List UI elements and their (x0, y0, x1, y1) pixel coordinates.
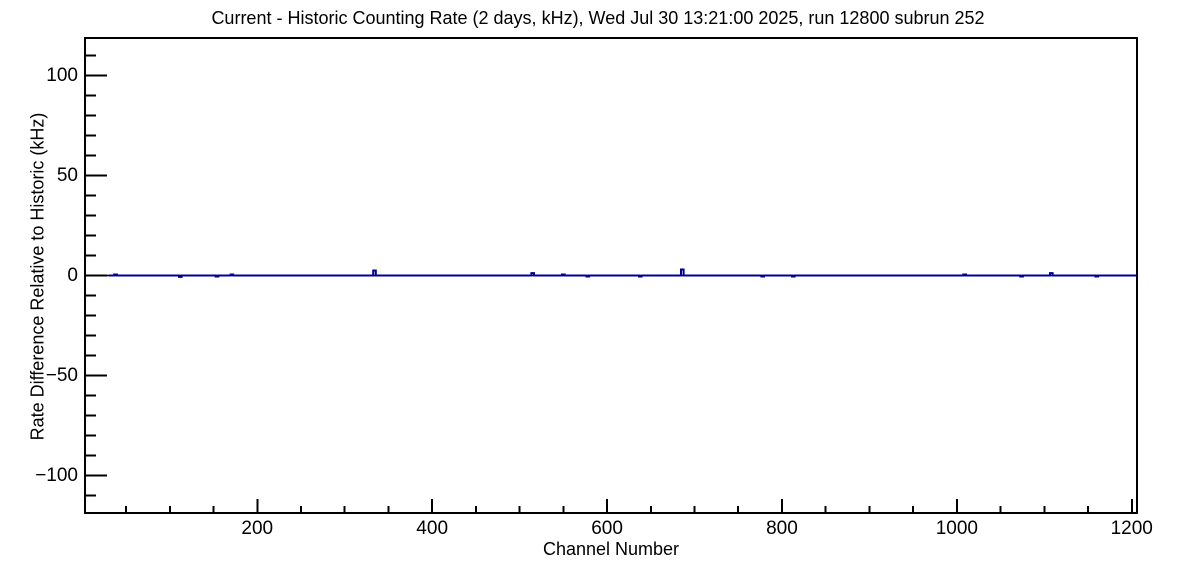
x-tick-label: 800 (766, 518, 798, 539)
y-tick-label: −100 (35, 464, 78, 486)
y-axis-label: Rate Difference Relative to Historic (kH… (27, 112, 48, 441)
data-line-rate-difference-vs-historic (108, 268, 1137, 278)
x-axis-label: Channel Number (542, 539, 680, 559)
y-tick-label: 50 (56, 164, 78, 186)
x-tick-label: 600 (591, 518, 623, 539)
chart-title: Current - Historic Counting Rate (2 days… (211, 8, 985, 28)
y-tick-label: −50 (45, 364, 78, 386)
x-tick-label: 1000 (935, 518, 978, 539)
x-tick-label: 1200 (1110, 518, 1153, 539)
y-tick-label: 0 (67, 264, 78, 286)
x-tick-label: 200 (241, 518, 274, 539)
x-tick-label: 400 (416, 518, 449, 539)
y-tick-label: 100 (46, 64, 78, 86)
